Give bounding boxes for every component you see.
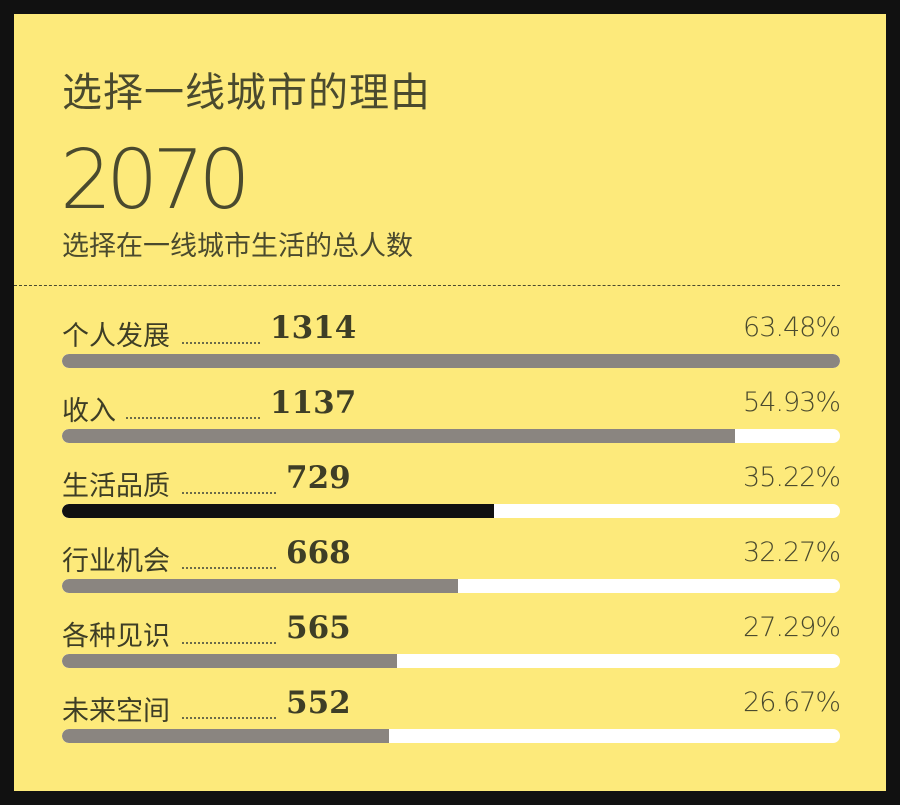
chart-title: 选择一线城市的理由	[62, 70, 431, 116]
bar-fill	[62, 729, 389, 743]
category-label: 生活品质	[62, 471, 170, 502]
value-label: 1137	[270, 385, 357, 421]
dashed-divider	[14, 285, 840, 286]
total-count: 2070	[60, 133, 251, 228]
percent-label: 26.67%	[743, 687, 841, 718]
category-label: 个人发展	[62, 321, 170, 352]
bar-track	[62, 429, 840, 443]
bar-fill	[62, 354, 840, 368]
chart-panel: 选择一线城市的理由 2070 选择在一线城市生活的总人数 个人发展 1314 63.…	[14, 14, 886, 791]
bar-track	[62, 654, 840, 668]
dotted-leader	[182, 567, 276, 569]
bar-fill	[62, 504, 494, 518]
bar-row: 行业机会 668 32.27%	[62, 535, 841, 599]
value-label: 1314	[270, 310, 357, 346]
percent-label: 27.29%	[743, 612, 841, 643]
value-label: 552	[286, 685, 351, 721]
value-label: 729	[286, 460, 351, 496]
bar-row: 收入 1137 54.93%	[62, 385, 841, 449]
category-label: 收入	[62, 396, 116, 427]
dotted-leader	[126, 417, 260, 419]
bar-row: 未来空间 552 26.67%	[62, 685, 841, 749]
bar-row: 生活品质 729 35.22%	[62, 460, 841, 524]
bar-track	[62, 504, 840, 518]
percent-label: 63.48%	[743, 312, 841, 343]
dotted-leader	[182, 717, 276, 719]
dotted-leader	[182, 492, 276, 494]
bar-row: 个人发展 1314 63.48%	[62, 310, 841, 374]
value-label: 668	[286, 535, 351, 571]
dotted-leader	[182, 342, 260, 344]
bar-fill	[62, 579, 458, 593]
value-label: 565	[286, 610, 351, 646]
bar-fill	[62, 429, 736, 443]
category-label: 各种见识	[62, 621, 170, 652]
bar-row: 各种见识 565 27.29%	[62, 610, 841, 674]
bar-track	[62, 729, 840, 743]
total-label: 选择在一线城市生活的总人数	[62, 231, 413, 262]
bar-track	[62, 354, 840, 368]
category-label: 未来空间	[62, 696, 170, 727]
category-label: 行业机会	[62, 546, 170, 577]
dotted-leader	[182, 642, 276, 644]
bar-track	[62, 579, 840, 593]
percent-label: 35.22%	[743, 462, 841, 493]
bar-fill	[62, 654, 397, 668]
percent-label: 32.27%	[743, 537, 841, 568]
percent-label: 54.93%	[743, 387, 841, 418]
